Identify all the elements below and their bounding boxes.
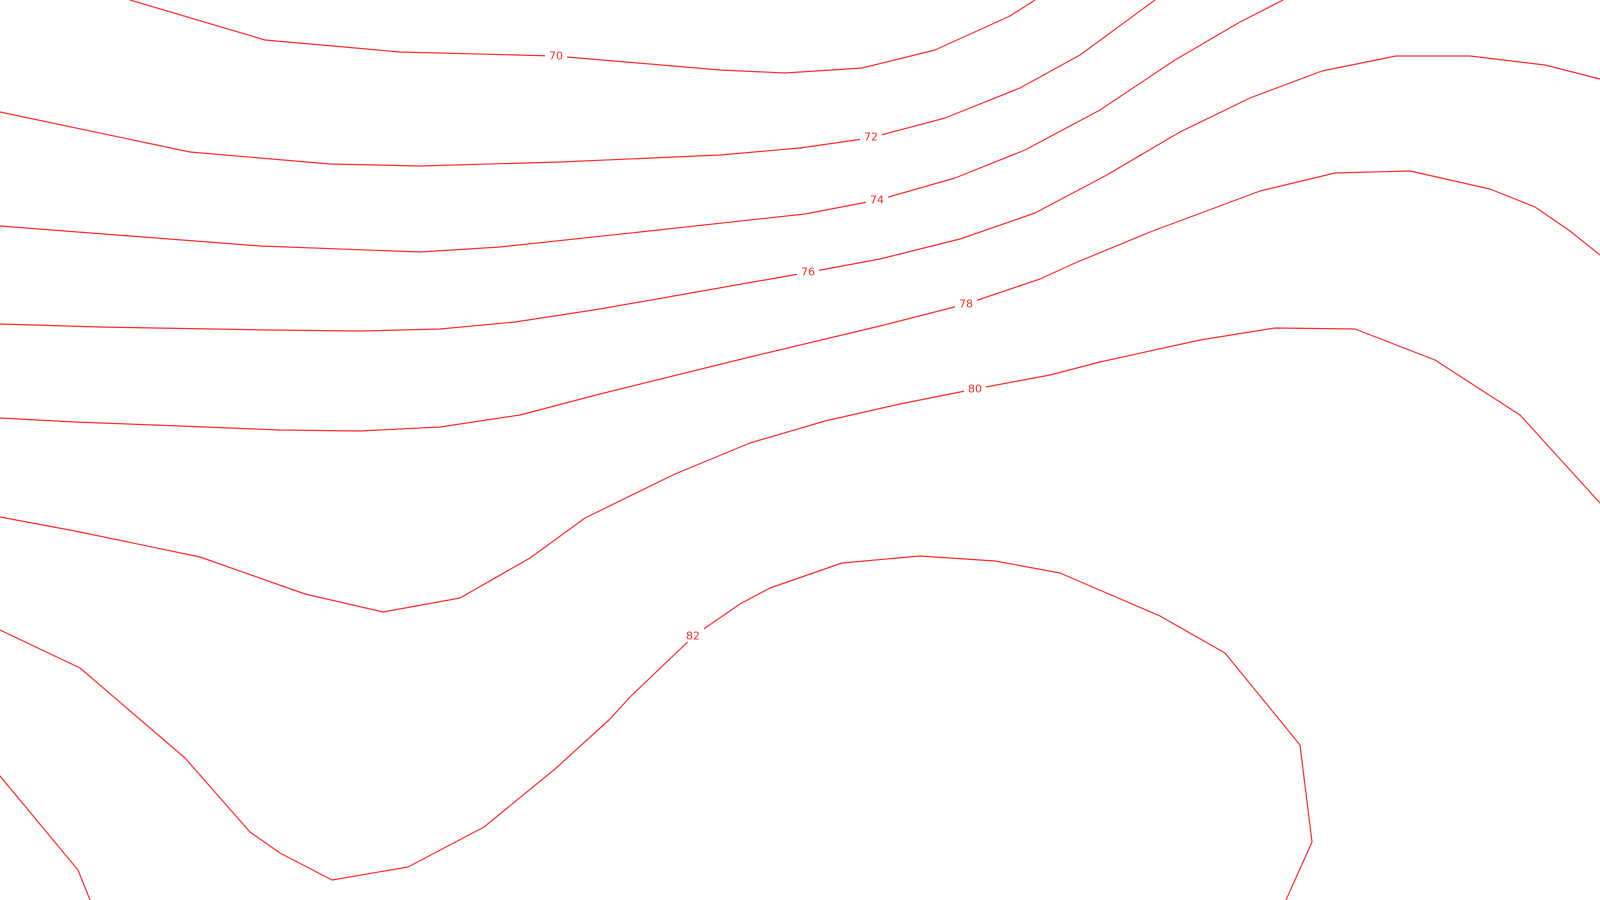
contour-label-bg-82: [682, 628, 704, 642]
contour-line-84-fragment: [0, 775, 91, 900]
contour-label-70: 70: [549, 50, 563, 63]
contour-label-82: 82: [686, 630, 700, 643]
contour-line-76: [0, 55, 1600, 332]
contour-label-bg-78: [955, 297, 977, 311]
contour-label-78: 78: [959, 298, 973, 311]
contour-label-bg-72: [860, 129, 882, 143]
contour-label-72: 72: [864, 131, 878, 144]
contour-label-bg-74: [866, 193, 888, 207]
contour-label-bg-70: [545, 48, 567, 62]
contour-line-78: [0, 170, 1600, 432]
contour-line-70: [129, 0, 1036, 74]
contour-label-74: 74: [870, 194, 884, 207]
contour-label-76: 76: [801, 266, 815, 279]
contour-line-80: [0, 327, 1600, 613]
contour-line-74: [0, 0, 1284, 253]
contour-label-bg-80: [964, 382, 986, 396]
contour-line-82: [0, 555, 1313, 900]
contour-label-80: 80: [968, 383, 982, 396]
contour-label-bg-76: [797, 265, 819, 279]
contour-line-72: [0, 0, 1156, 167]
